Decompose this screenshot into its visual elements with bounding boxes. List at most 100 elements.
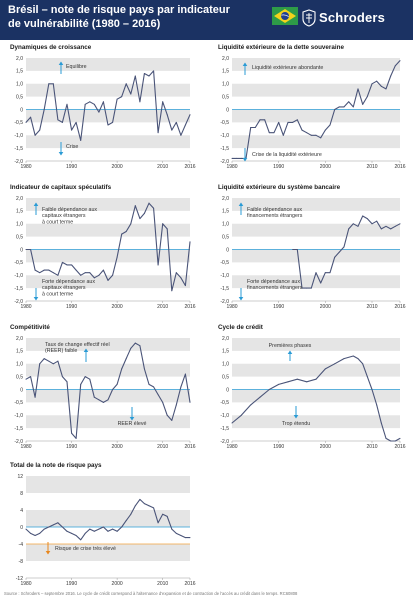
annotation-line: capitaux étrangers <box>42 285 86 291</box>
data-point <box>71 264 73 266</box>
data-point <box>310 287 312 289</box>
data-point <box>171 528 173 530</box>
annotation-label: Crise <box>66 144 78 150</box>
y-tick-label: 0,5 <box>16 374 23 380</box>
data-point <box>66 103 68 105</box>
data-point <box>43 358 45 360</box>
data-point <box>306 381 308 383</box>
data-point <box>116 256 118 258</box>
arrow-up-icon <box>58 61 64 65</box>
annotation-label: Risque de crise très élevé <box>55 546 116 552</box>
data-point <box>329 272 331 274</box>
data-point <box>157 264 159 266</box>
data-point <box>240 414 242 416</box>
data-point <box>25 121 27 123</box>
data-point <box>116 383 118 385</box>
arrow-up-icon <box>242 62 248 66</box>
annotation-line: capitaux étrangers <box>42 213 86 219</box>
y-tick-label: 8 <box>20 491 23 497</box>
data-point <box>357 88 359 90</box>
series-line <box>231 355 401 442</box>
y-tick-label: 0,5 <box>16 234 23 240</box>
data-point <box>39 363 41 365</box>
data-point <box>268 132 270 134</box>
x-tick-label: 2000 <box>112 304 123 310</box>
data-point <box>25 528 27 530</box>
data-point <box>143 368 145 370</box>
chart-title: Total de la note de risque pays <box>10 462 102 469</box>
series-line <box>292 215 401 289</box>
chart-title: Indicateur de capitaux spéculatifs <box>10 184 112 191</box>
x-tick-label: 1990 <box>66 304 77 310</box>
data-point <box>143 212 145 214</box>
page-title-line-2: de vulnérabilité (1980 – 2016) <box>8 18 161 30</box>
data-point <box>134 505 136 507</box>
y-tick-label: 1,0 <box>16 362 23 368</box>
y-tick-label: 1,5 <box>16 69 23 75</box>
data-point <box>102 101 104 103</box>
data-point <box>240 157 242 159</box>
y-tick-label: 4 <box>20 508 23 514</box>
data-point <box>66 381 68 383</box>
grid-band <box>232 275 400 289</box>
grid-band <box>26 476 190 493</box>
data-point <box>25 378 27 380</box>
data-point <box>148 202 150 204</box>
data-point <box>48 83 50 85</box>
data-point <box>394 440 396 442</box>
x-tick-label: 2010 <box>157 581 168 587</box>
chart-panel-4: Liquidité extérieure du système bancaire… <box>218 184 406 310</box>
y-tick-label: 12 <box>17 474 23 480</box>
data-point <box>121 368 123 370</box>
data-point <box>399 437 401 439</box>
x-tick-label: 2000 <box>320 304 331 310</box>
annotation-label: Faible dépendance aux financements étrang… <box>247 207 303 219</box>
y-tick-label: -2,0 <box>220 159 229 165</box>
data-point <box>380 228 382 230</box>
data-point <box>80 274 82 276</box>
data-point <box>189 114 191 116</box>
grid-band <box>26 109 190 123</box>
data-point <box>71 432 73 434</box>
data-point <box>48 269 50 271</box>
data-point <box>292 121 294 123</box>
annotation-label: Premières phases <box>269 343 312 349</box>
data-point <box>25 249 27 250</box>
data-point <box>371 83 373 85</box>
grid-band <box>26 338 190 351</box>
data-point <box>385 437 387 439</box>
data-point <box>352 355 354 357</box>
data-point <box>371 389 373 390</box>
y-tick-label: 1,5 <box>222 69 229 75</box>
y-tick-label: -1,5 <box>14 146 23 152</box>
data-point <box>34 396 36 398</box>
y-tick-label: 0,5 <box>222 234 229 240</box>
x-tick-label: 1990 <box>273 444 284 450</box>
data-point <box>57 360 59 362</box>
data-point <box>112 274 114 276</box>
y-tick-label: -2,0 <box>14 299 23 305</box>
data-point <box>390 228 392 230</box>
data-point <box>139 101 141 103</box>
grid-band <box>26 510 190 527</box>
data-point <box>121 526 123 528</box>
data-point <box>84 103 86 105</box>
y-tick-label: 1,0 <box>222 222 229 228</box>
x-tick-label: 1980 <box>226 444 237 450</box>
data-point <box>125 83 127 85</box>
annotation-line: financements étrangers <box>247 213 303 219</box>
data-point <box>334 109 336 110</box>
data-point <box>171 129 173 131</box>
grid-band <box>232 249 400 263</box>
annotation-line: Forte dépendance aux <box>42 279 95 285</box>
data-point <box>98 111 100 113</box>
data-point <box>362 103 364 105</box>
data-point <box>380 422 382 424</box>
grid-band <box>26 223 190 237</box>
data-point <box>380 85 382 87</box>
arrow-down-icon <box>45 551 51 555</box>
y-tick-label: 1,0 <box>16 82 23 88</box>
data-point <box>80 539 82 541</box>
annotation-line: Faible dépendance aux <box>42 207 97 213</box>
data-point <box>310 134 312 136</box>
